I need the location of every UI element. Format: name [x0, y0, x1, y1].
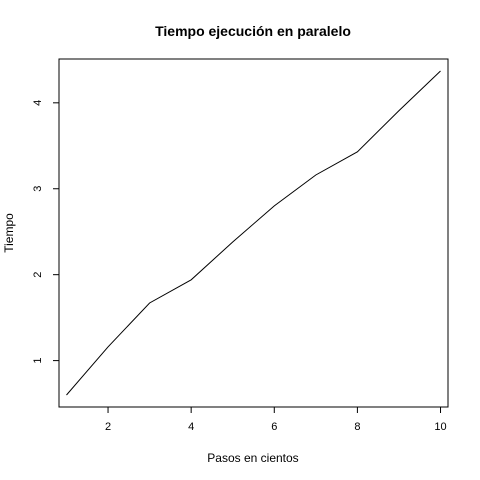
plot-frame [58, 58, 449, 408]
series-line [66, 70, 441, 396]
x-axis-label: Pasos en cientos [207, 451, 298, 465]
chart-title: Tiempo ejecución en paralelo [155, 23, 351, 39]
y-axis-label: Tiempo [2, 213, 16, 253]
y-tick-label: 3 [32, 186, 44, 192]
x-tick-label: 10 [434, 421, 446, 433]
x-tick-label: 2 [105, 421, 111, 433]
y-tick-label: 2 [32, 272, 44, 278]
x-tick-label: 4 [188, 421, 194, 433]
x-tick-label: 6 [271, 421, 277, 433]
y-axis: 1 2 3 4 [32, 100, 60, 364]
y-tick-label: 4 [32, 100, 44, 106]
y-tick-label: 1 [32, 358, 44, 364]
x-axis: 2 4 6 8 10 [105, 406, 447, 433]
x-tick-label: 8 [354, 421, 360, 433]
